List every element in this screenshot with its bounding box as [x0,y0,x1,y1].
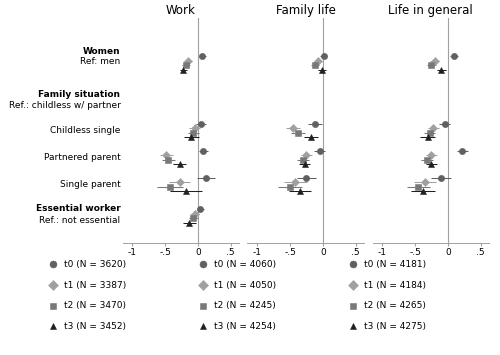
Text: t0 (N = 4060): t0 (N = 4060) [214,260,276,269]
Text: t1 (N = 4184): t1 (N = 4184) [364,280,426,290]
Text: t2 (N = 4265): t2 (N = 4265) [364,301,426,310]
Text: t3 (N = 4254): t3 (N = 4254) [214,322,276,331]
Text: Ref.: not essential: Ref.: not essential [40,216,120,225]
Title: Life in general: Life in general [388,4,473,17]
Title: Family life: Family life [276,4,336,17]
Text: t1 (N = 4050): t1 (N = 4050) [214,280,276,290]
Text: Ref.: childless w/ partner: Ref.: childless w/ partner [8,101,120,110]
Text: t0 (N = 4181): t0 (N = 4181) [364,260,426,269]
Text: t1 (N = 3387): t1 (N = 3387) [64,280,126,290]
Text: Childless single: Childless single [50,126,120,135]
Text: t3 (N = 4275): t3 (N = 4275) [364,322,426,331]
Text: t2 (N = 4245): t2 (N = 4245) [214,301,276,310]
Text: Ref: men: Ref: men [80,57,120,66]
Text: t0 (N = 3620): t0 (N = 3620) [64,260,126,269]
Text: t2 (N = 3470): t2 (N = 3470) [64,301,126,310]
Text: t3 (N = 3452): t3 (N = 3452) [64,322,126,331]
Text: Women: Women [83,47,120,56]
Text: Partnered parent: Partnered parent [44,153,120,162]
Title: Work: Work [166,4,196,17]
Text: Essential worker: Essential worker [36,204,120,213]
Text: Single parent: Single parent [60,180,120,189]
Text: Family situation: Family situation [38,90,120,99]
